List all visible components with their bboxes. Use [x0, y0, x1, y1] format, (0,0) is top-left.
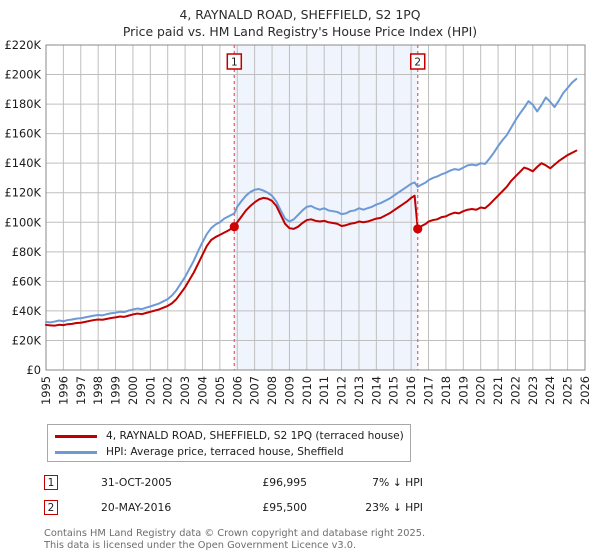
x-axis-tick-label: 2025: [561, 376, 575, 405]
plot-frame: [45, 44, 586, 371]
transaction-badge-1: 1: [44, 475, 58, 490]
page-title: 4, RAYNALD ROAD, SHEFFIELD, S2 1PQ: [179, 7, 421, 22]
transaction-marker-dot-1[interactable]: [229, 222, 239, 232]
price-hpi-line-chart: £0 £20K £40K £60K £80K £100K £120K £140K £160K £1…: [5, 38, 592, 405]
y-axis-tick-label: £40K: [12, 304, 42, 318]
copyright-footer: Contains HM Land Registry data © Crown c…: [44, 528, 584, 551]
x-axis-tick-label: 2000: [126, 376, 140, 405]
y-axis-tick-label: £60K: [12, 274, 42, 288]
x-axis-tick-label: 2010: [300, 376, 314, 405]
footer-line-1: Contains HM Land Registry data © Crown c…: [44, 528, 426, 539]
y-axis-tick-label: £220K: [5, 38, 42, 52]
x-axis-tick-label: 2006: [230, 376, 244, 405]
transaction-price-1: £96,995: [262, 476, 307, 489]
x-axis-tick-label: 1995: [39, 376, 53, 405]
x-axis-tick-label: 2019: [456, 376, 470, 405]
y-axis-tick-label: £200K: [5, 68, 42, 82]
legend-swatch-property: [55, 434, 97, 438]
ownership-period-band: [234, 45, 418, 370]
legend-item-property: 4, RAYNALD ROAD, SHEFFIELD, S2 1PQ (terr…: [48, 428, 410, 444]
x-axis-tick-label: 2014: [369, 376, 383, 405]
chart-title-block: 4, RAYNALD ROAD, SHEFFIELD, S2 1PQ Price…: [0, 6, 600, 40]
y-axis-tick-label: £0: [27, 363, 42, 377]
y-axis-tick-label: £180K: [5, 97, 42, 111]
property-price-line: [45, 149, 578, 327]
chart-legend: 4, RAYNALD ROAD, SHEFFIELD, S2 1PQ (terr…: [47, 424, 411, 462]
footer-line-2: This data is licensed under the Open Gov…: [44, 539, 357, 551]
x-axis-tick-label: 2026: [578, 376, 592, 405]
x-axis-tick-label: 2020: [474, 376, 488, 405]
x-axis-tick-label: 2003: [178, 376, 192, 405]
x-axis-tick-label: 2024: [543, 376, 557, 405]
table-row: 1 31-OCT-2005 £96,995 7% ↓ HPI: [44, 470, 444, 495]
legend-label-property: 4, RAYNALD ROAD, SHEFFIELD, S2 1PQ (terr…: [106, 430, 404, 442]
legend-label-hpi: HPI: Average price, terraced house, Shef…: [106, 446, 344, 458]
y-axis-tick-label: £20K: [12, 333, 42, 347]
x-axis-tick-label: 2015: [387, 376, 401, 405]
x-axis-tick-label: 2017: [422, 376, 436, 405]
x-axis-tick-label: 2005: [213, 376, 227, 405]
x-axis-tick-label: 1999: [109, 376, 123, 405]
transaction-marker-box-1[interactable]: [226, 53, 243, 70]
x-axis-tick-label: 2007: [248, 376, 262, 405]
x-axis-tick-label: 2011: [317, 376, 331, 405]
x-axis-tick-label: 2002: [161, 376, 175, 405]
y-axis-tick-label: £160K: [5, 127, 42, 141]
transaction-marker-label-1: 1: [231, 56, 238, 68]
page-subtitle: Price paid vs. HM Land Registry's House …: [122, 24, 478, 39]
x-axis-tick-label: 2009: [282, 376, 296, 405]
x-axis-tick-label: 2022: [508, 376, 522, 405]
legend-swatch-hpi: [55, 450, 97, 454]
x-axis-tick-label: 1997: [74, 376, 88, 405]
x-axis-tick-label: 2008: [265, 376, 279, 405]
transaction-date-2: 20-MAY-2016: [101, 501, 172, 514]
y-axis-tick-label: £140K: [5, 156, 42, 170]
transaction-date-1: 31-OCT-2005: [101, 476, 172, 489]
x-axis-tick-label: 1996: [56, 376, 70, 405]
transaction-hpi-delta-1: 7% ↓ HPI: [372, 476, 423, 489]
y-axis-tick-label: £80K: [12, 245, 42, 259]
x-axis-tick-label: 2021: [491, 376, 505, 405]
x-axis-tick-label: 2018: [439, 376, 453, 405]
y-axis-tick-label: £100K: [5, 215, 42, 229]
x-axis-tick-label: 2012: [335, 376, 349, 405]
x-axis-tick-label: 2016: [404, 376, 418, 405]
chart-plot-area: £0 £20K £40K £60K £80K £100K £120K £140K £160K £1…: [5, 38, 592, 405]
transaction-hpi-delta-2: 23% ↓ HPI: [365, 501, 423, 514]
x-axis-tick-label: 1998: [91, 376, 105, 405]
transaction-badge-2: 2: [44, 500, 58, 515]
transactions-table: 1 31-OCT-2005 £96,995 7% ↓ HPI 2 20-MAY-…: [44, 470, 444, 520]
transaction-marker-dot-2[interactable]: [413, 224, 423, 234]
x-axis-tick-label: 2013: [352, 376, 366, 405]
x-axis-tick-label: 2001: [143, 376, 157, 405]
table-row: 2 20-MAY-2016 £95,500 23% ↓ HPI: [44, 495, 444, 520]
hpi-average-line: [45, 77, 578, 324]
transaction-price-2: £95,500: [262, 501, 307, 514]
x-axis-tick-label: 2004: [195, 376, 209, 405]
x-axis-tick-label: 2023: [526, 376, 540, 405]
transaction-marker-label-2: 2: [414, 56, 421, 68]
y-axis-tick-label: £120K: [5, 186, 42, 200]
legend-item-hpi: HPI: Average price, terraced house, Shef…: [48, 444, 410, 460]
transaction-marker-box-2[interactable]: [409, 53, 426, 70]
